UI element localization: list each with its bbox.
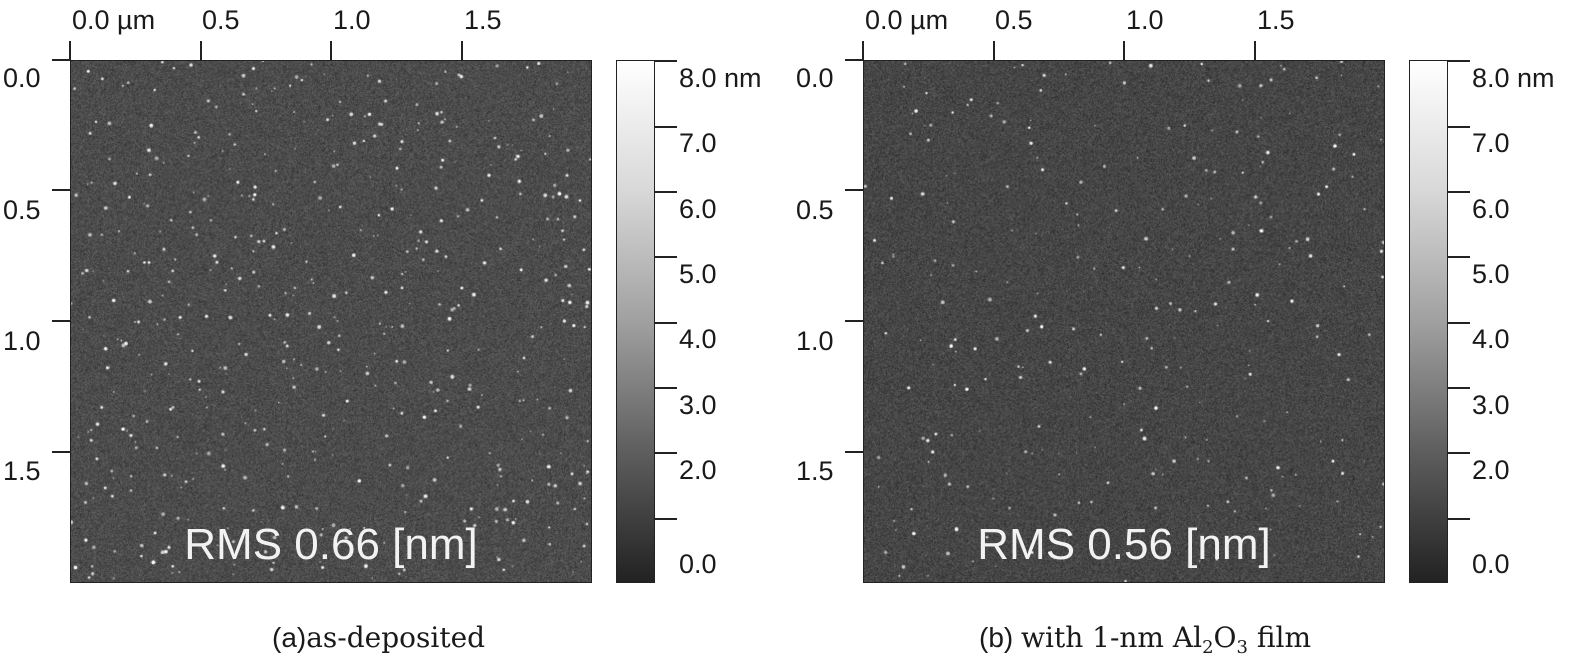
colorbar-tick [655, 256, 677, 258]
colorbar-label: 4.0 [1472, 324, 1510, 354]
colorbar-label: 8.0 nm [1472, 63, 1555, 93]
caption-prefix: with 1-nm Al [1021, 621, 1203, 654]
colorbar-label: 6.0 [1472, 194, 1510, 224]
x-tick [200, 41, 202, 60]
colorbar-tick [1448, 256, 1470, 258]
y-tick-label: 1.0 [796, 326, 834, 356]
colorbar-tick [1448, 518, 1470, 520]
afm-panel-a: 0.0 µm 0.5 1.0 1.5 0.0 0.5 1.0 1.5 RMS 0… [3, 5, 762, 656]
x-tick [69, 41, 71, 60]
colorbar-label: 7.0 [1472, 128, 1510, 158]
caption-mid: O [1213, 621, 1237, 654]
y-tick-label: 0.5 [796, 195, 834, 225]
y-tick [845, 451, 863, 453]
x-tick-label: 0.0 µm [865, 5, 949, 35]
y-tick [845, 320, 863, 322]
height-colorbar [616, 60, 655, 583]
afm-topography-image [70, 60, 592, 583]
caption-tag: (a) [272, 622, 307, 653]
colorbar-tick [655, 387, 677, 389]
height-colorbar [1409, 60, 1448, 583]
x-tick-label: 0.0 µm [72, 5, 156, 35]
colorbar-label: 8.0 nm [679, 63, 762, 93]
y-tick-label: 1.0 [3, 326, 41, 356]
colorbar-tick [655, 518, 677, 520]
colorbar-label: 5.0 [1472, 259, 1510, 289]
x-tick [330, 41, 332, 60]
afm-panel-b: 0.0 µm 0.5 1.0 1.5 0.0 0.5 1.0 1.5 RMS 0… [793, 0, 1570, 668]
rms-label: RMS 0.56 [nm] [977, 520, 1271, 569]
x-tick [461, 41, 463, 60]
y-tick [52, 320, 70, 322]
x-tick [862, 41, 864, 60]
colorbar-label: 0.0 [1472, 549, 1510, 579]
colorbar-label: 2.0 [1472, 455, 1510, 485]
colorbar-label: 4.0 [679, 324, 717, 354]
colorbar-tick [1448, 126, 1470, 128]
colorbar-label: 6.0 [679, 194, 717, 224]
panel-caption: (b) with 1-nm Al2O3 film [979, 620, 1312, 657]
colorbar-label: 3.0 [679, 390, 717, 420]
x-tick-label: 0.5 [202, 5, 240, 35]
colorbar-tick [655, 452, 677, 454]
colorbar-label: 5.0 [679, 259, 717, 289]
y-tick [845, 189, 863, 191]
x-tick-label: 1.5 [1257, 5, 1295, 35]
colorbar-tick [1448, 322, 1470, 324]
x-tick-label: 1.5 [464, 5, 502, 35]
colorbar-tick [1448, 191, 1470, 193]
x-tick-label: 1.0 [1126, 5, 1164, 35]
x-tick [993, 41, 995, 60]
y-tick-label: 1.5 [796, 456, 834, 486]
y-tick [845, 59, 863, 61]
colorbar-label: 2.0 [679, 455, 717, 485]
caption-subscript: 3 [1236, 637, 1248, 658]
caption-tag: (b) [979, 622, 1014, 653]
caption-text: with 1-nm Al2O3 film [1021, 621, 1312, 657]
colorbar-tick [655, 191, 677, 193]
colorbar-tick [655, 126, 677, 128]
colorbar-tick [1448, 60, 1470, 62]
x-tick [1123, 41, 1125, 60]
y-tick [52, 59, 70, 61]
afm-topography-image [863, 60, 1385, 583]
x-tick-label: 0.5 [995, 5, 1033, 35]
x-tick [1254, 41, 1256, 60]
rms-label: RMS 0.66 [nm] [184, 520, 478, 569]
colorbar-tick [1448, 452, 1470, 454]
colorbar-tick [655, 322, 677, 324]
colorbar-label: 3.0 [1472, 390, 1510, 420]
colorbar-tick [1448, 387, 1470, 389]
colorbar-tick [655, 60, 677, 62]
y-tick-label: 0.0 [796, 63, 834, 93]
caption-subscript: 2 [1202, 637, 1214, 658]
panel-caption: (a)as-deposited [272, 620, 485, 656]
caption-suffix: film [1247, 621, 1312, 654]
y-tick [52, 189, 70, 191]
x-tick-label: 1.0 [333, 5, 371, 35]
colorbar-label: 0.0 [679, 549, 717, 579]
y-tick [52, 451, 70, 453]
y-tick-label: 1.5 [3, 456, 41, 486]
colorbar-label: 7.0 [679, 128, 717, 158]
y-tick-label: 0.5 [3, 195, 41, 225]
caption-text: as-deposited [306, 621, 486, 654]
y-tick-label: 0.0 [3, 63, 41, 93]
